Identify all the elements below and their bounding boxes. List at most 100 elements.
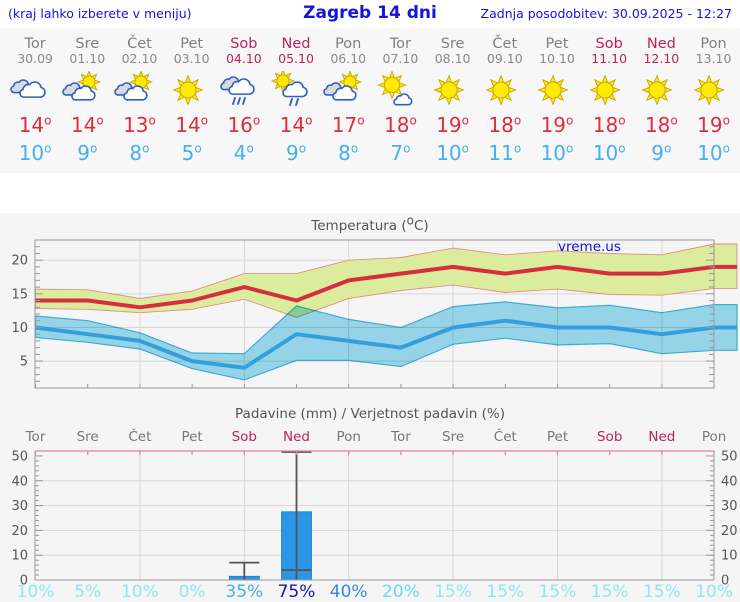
min-temperature: 10o: [436, 141, 469, 165]
section-divider: [0, 173, 740, 213]
raindrop: [288, 98, 293, 106]
precip-probability: 75%: [277, 582, 316, 602]
day-column-sob-04.10[interactable]: Sob 04.10 16o 4o: [218, 28, 270, 173]
day-date: 05.10: [278, 51, 314, 66]
max-temperature: 19o: [540, 113, 574, 137]
max-temperature: 17o: [331, 113, 365, 137]
max-temperature: 13o: [123, 113, 156, 137]
precip-chart-body: 0 0 10 10 20 20 30 30 40 40 50 50: [11, 449, 737, 586]
day-column-sre-08.10[interactable]: Sre 08.10 19o 10o: [427, 28, 479, 173]
sun-disc: [700, 81, 718, 99]
precip-day-label: Sre: [442, 429, 465, 445]
day-icon-slot: [270, 71, 322, 111]
day-name: Ned: [646, 36, 676, 52]
day-column-pet-03.10[interactable]: Pet 03.10 14o 5o: [166, 28, 218, 173]
day-column-ned-05.10[interactable]: Ned 05.10 14o 9o: [270, 28, 322, 173]
max-temperature: 18o: [644, 113, 678, 137]
sun-disc: [596, 81, 614, 99]
precip-day-label: Pon: [336, 429, 361, 445]
day-name: Sre: [75, 36, 100, 52]
precip-day-label: Sob: [231, 429, 257, 445]
min-temperature: 8o: [338, 141, 359, 165]
precip-chart-title: Padavine (mm) / Verjetnost padavin (%): [235, 406, 505, 422]
y-axis-label: 5: [20, 355, 28, 370]
day-icon-slot: [9, 71, 61, 111]
day-column-čet-09.10[interactable]: Čet 09.10 18o 11o: [479, 28, 531, 173]
day-date: 09.10: [486, 51, 523, 66]
max-temperature: 14o: [175, 113, 209, 137]
y-axis-label: 20: [11, 254, 28, 269]
precip-probability: 10%: [695, 582, 733, 602]
precip-probability: 0%: [178, 582, 206, 602]
weather-icon-sun-rain: [270, 71, 308, 106]
y-axis-label-left: 40: [11, 474, 28, 489]
day-date: 06.10: [330, 51, 367, 66]
max-temperature: 18o: [592, 113, 626, 137]
y-axis-label-right: 20: [721, 524, 738, 539]
day-date: 07.10: [382, 51, 419, 66]
day-name: Ned: [281, 36, 311, 52]
y-axis-label-right: 40: [721, 474, 738, 489]
day-date: 08.10: [434, 51, 471, 66]
forecast-columns: Tor 30.09 14o 10o Sre 01.10 14o 9o Čet 02.10 13o 8o…: [0, 28, 740, 173]
y-axis-label: 10: [11, 321, 28, 336]
temperature-chart-title: Temperatura (oC): [311, 213, 429, 235]
max-temperature: 14o: [279, 113, 313, 137]
day-date: 01.10: [69, 51, 106, 66]
precip-day-label: Ned: [283, 429, 310, 445]
max-temp-line: [35, 264, 737, 310]
temp-chart-body: 5 10 15 20: [11, 239, 738, 389]
day-date: 30.09: [17, 51, 53, 66]
max-temperature: 19o: [436, 113, 469, 137]
day-column-čet-02.10[interactable]: Čet 02.10 13o 8o: [113, 28, 165, 173]
forecast-strip-bg: [0, 28, 740, 173]
sun-disc: [276, 74, 290, 88]
day-column-pon-13.10[interactable]: Pon 13.10 19o 10o: [687, 28, 739, 173]
day-name: Sob: [230, 36, 258, 52]
max-temperature: 14o: [18, 113, 52, 137]
min-temp-line: [35, 318, 737, 370]
day-column-sre-01.10[interactable]: Sre 01.10 14o 9o: [61, 28, 113, 173]
day-date: 02.10: [121, 51, 158, 66]
raindrop: [236, 97, 241, 105]
day-name: Pet: [180, 36, 204, 52]
y-axis-label-left: 0: [20, 574, 28, 587]
max-temp-band: [35, 243, 738, 318]
day-name: Pon: [700, 36, 727, 52]
weather-icon-sunny: [485, 74, 517, 106]
day-column-ned-12.10[interactable]: Ned 12.10 18o 9o: [635, 28, 687, 173]
day-column-tor-07.10[interactable]: Tor 07.10 18o 7o: [374, 28, 426, 173]
precip-day-label: Tor: [391, 429, 411, 445]
day-column-tor-30.09[interactable]: Tor 30.09 14o 10o: [9, 28, 61, 173]
precip-day-label: Ned: [648, 429, 676, 445]
precip-day-label: Čet: [128, 429, 152, 445]
day-name: Sre: [440, 36, 465, 52]
temperature-chart: 5 10 15 20: [11, 239, 738, 389]
day-icon-slot: [61, 71, 113, 111]
day-date: 03.10: [173, 51, 210, 66]
precip-day-label: Čet: [493, 429, 517, 445]
cloud-shape: [227, 78, 255, 95]
max-temperature: 19o: [697, 113, 730, 137]
day-column-pet-10.10[interactable]: Pet 10.10 19o 10o: [531, 28, 583, 173]
weather-icon-partly-cloudy: [62, 71, 102, 101]
vreme-us-watermark-link[interactable]: vreme.us: [558, 239, 621, 255]
day-column-sob-11.10[interactable]: Sob 11.10 18o 10o: [583, 28, 635, 173]
day-date: 13.10: [695, 51, 732, 66]
day-date: 11.10: [591, 51, 628, 66]
raindrop: [294, 98, 299, 106]
weather-icon-partly-cloudy: [323, 71, 363, 101]
day-date: 12.10: [643, 51, 680, 66]
day-name: Čet: [492, 36, 518, 52]
precip-probability: 35%: [225, 582, 264, 602]
min-temperature: 10o: [540, 141, 574, 165]
y-axis-label-left: 30: [11, 499, 28, 514]
day-icon-slot: [374, 71, 426, 111]
sun-disc: [648, 81, 666, 99]
cloud-shape: [393, 93, 413, 106]
sun-disc: [492, 81, 510, 99]
cloud-shape: [19, 81, 46, 98]
cloud-shape: [71, 85, 96, 101]
day-name: Tor: [24, 36, 46, 52]
day-column-pon-06.10[interactable]: Pon 06.10 17o 8o: [322, 28, 374, 173]
